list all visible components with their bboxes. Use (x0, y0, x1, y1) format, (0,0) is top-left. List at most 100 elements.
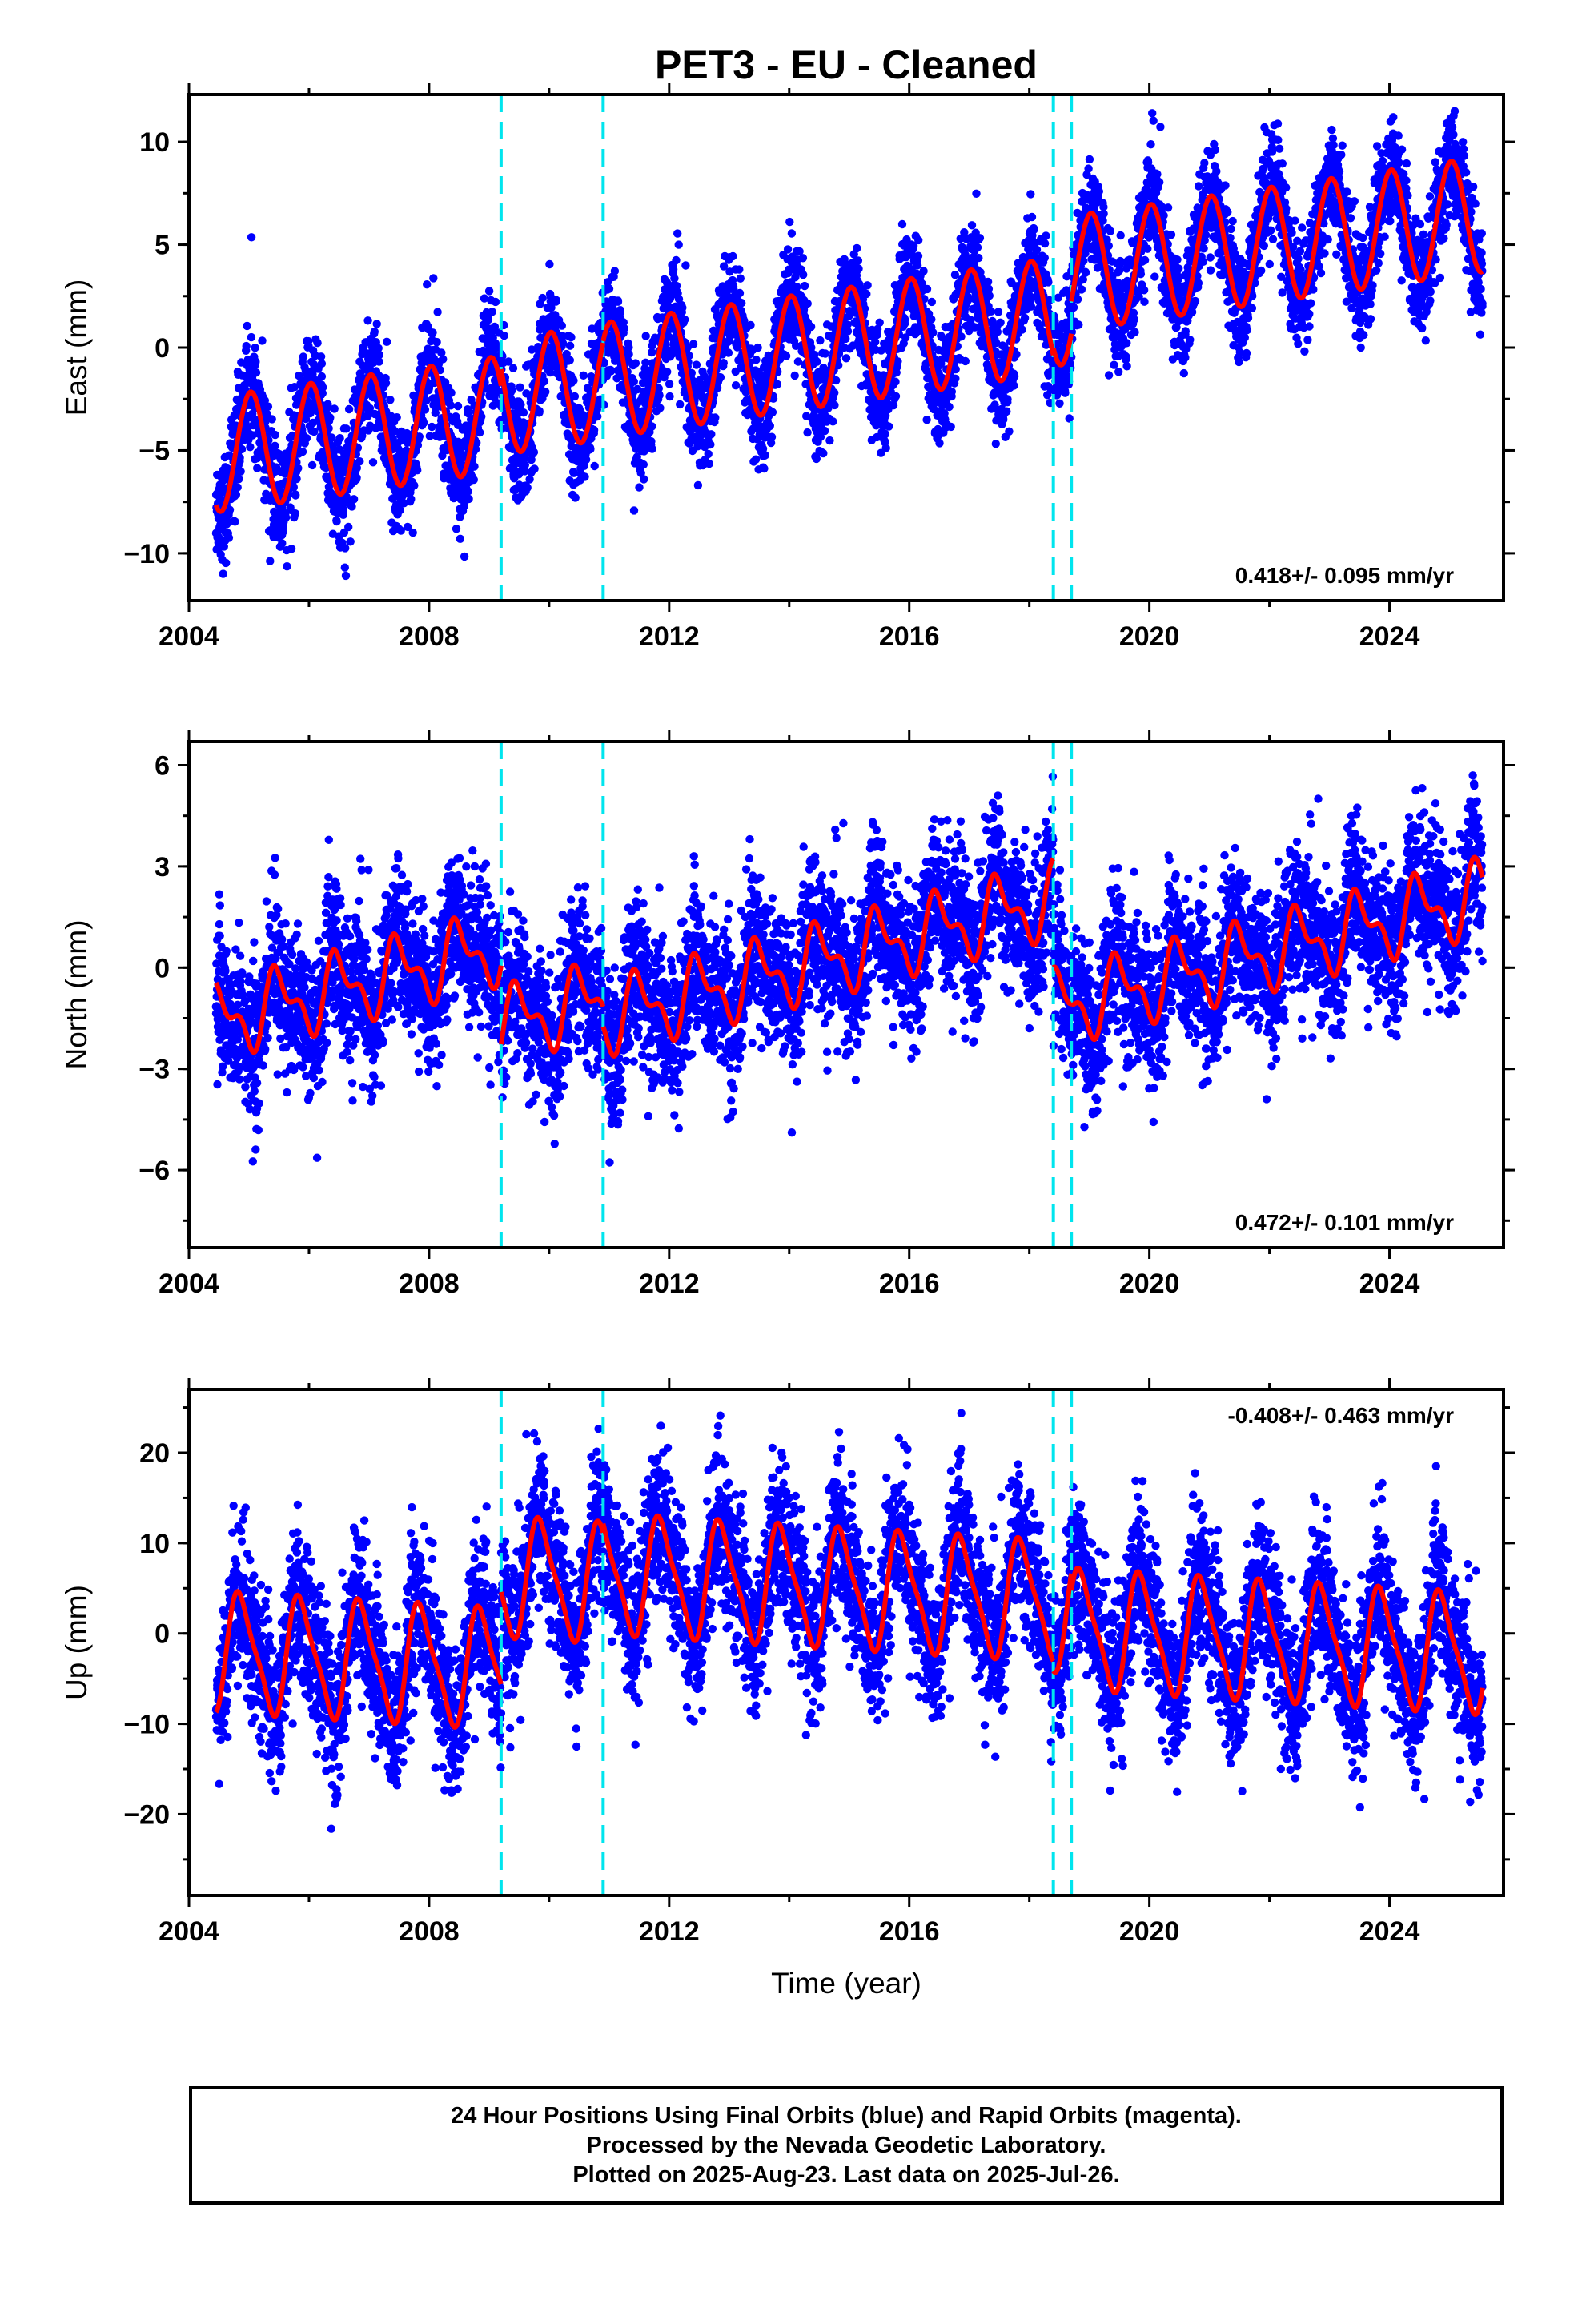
east-point (271, 430, 279, 440)
east-point (386, 396, 395, 404)
east-point (341, 544, 350, 553)
east-point (557, 321, 566, 330)
east-point (392, 413, 401, 422)
east-point (545, 259, 554, 269)
east-point (508, 386, 516, 395)
east-point (565, 356, 574, 364)
east-point (927, 297, 937, 307)
east-point (610, 267, 620, 275)
east-point (317, 359, 327, 368)
east-point (318, 388, 327, 398)
east-point (247, 332, 256, 342)
east-point (753, 343, 762, 352)
east-point (347, 502, 356, 511)
east-point (640, 475, 648, 484)
east-point (490, 322, 500, 332)
east-point (383, 337, 391, 346)
east-point (508, 364, 518, 372)
east-point (464, 494, 473, 504)
east-point (535, 407, 544, 416)
east-point (464, 487, 472, 496)
east-point (381, 379, 391, 388)
east-point (266, 557, 275, 565)
east-point (665, 380, 674, 388)
east-point (790, 371, 799, 380)
east-point (423, 280, 432, 289)
east-point (689, 340, 698, 348)
east-point (1030, 225, 1038, 234)
east-point (806, 322, 816, 332)
east-point (349, 495, 359, 504)
east-point (781, 352, 791, 360)
east-point (819, 448, 828, 458)
east-point (355, 457, 364, 466)
east-point (540, 376, 549, 386)
east-point (372, 320, 381, 328)
east-point (787, 229, 797, 238)
east-point (456, 534, 464, 543)
east-point (253, 464, 262, 472)
east-point (247, 233, 256, 242)
east-point (1061, 388, 1070, 397)
east-point (267, 415, 276, 424)
east-point (294, 464, 303, 472)
east-point (1044, 278, 1053, 287)
east-point (812, 454, 821, 464)
east-point (570, 392, 580, 401)
east-point (881, 444, 890, 452)
east-point (484, 287, 494, 296)
east-point (368, 458, 378, 467)
east-point (396, 505, 404, 515)
east-point (735, 265, 744, 274)
east-point (525, 475, 534, 484)
east-point (224, 533, 234, 542)
east-point (310, 427, 319, 436)
east-point (428, 422, 436, 432)
east-point (656, 404, 665, 412)
east-point (339, 505, 347, 513)
east-point (800, 281, 809, 291)
east-point (945, 402, 954, 412)
east-point (410, 481, 419, 490)
east-point (1040, 239, 1050, 248)
east-point (760, 464, 769, 473)
east-point (985, 292, 994, 300)
east-point (472, 438, 481, 448)
east-point (530, 464, 539, 473)
east-point (1002, 407, 1011, 416)
east-point (1094, 187, 1104, 196)
east-point (516, 383, 524, 392)
east-point (825, 436, 834, 445)
east-point (693, 480, 703, 490)
east-point (491, 297, 500, 307)
east-point (655, 391, 664, 400)
east-point (292, 474, 301, 484)
east-point (761, 451, 769, 460)
east-point (291, 491, 300, 500)
east-point (520, 460, 529, 469)
east-point (705, 459, 713, 468)
east-point (298, 447, 307, 456)
east-point (853, 243, 861, 253)
east-data-points (211, 107, 1487, 581)
east-point (428, 328, 437, 337)
east-point (586, 444, 595, 454)
east-point (464, 408, 472, 418)
east-point (983, 277, 993, 287)
east-point (492, 386, 502, 395)
east-point (453, 401, 463, 411)
east-point (1010, 372, 1019, 381)
east-point (327, 433, 336, 442)
east-point (631, 359, 640, 368)
east-point (639, 460, 648, 469)
east-point (843, 327, 853, 336)
east-point (237, 444, 247, 454)
east-point (716, 373, 725, 382)
east-point (1110, 360, 1118, 369)
east-point (1003, 395, 1012, 404)
east-point (692, 360, 701, 369)
east-point (604, 284, 614, 293)
east-point (301, 414, 311, 424)
east-point (986, 307, 996, 316)
